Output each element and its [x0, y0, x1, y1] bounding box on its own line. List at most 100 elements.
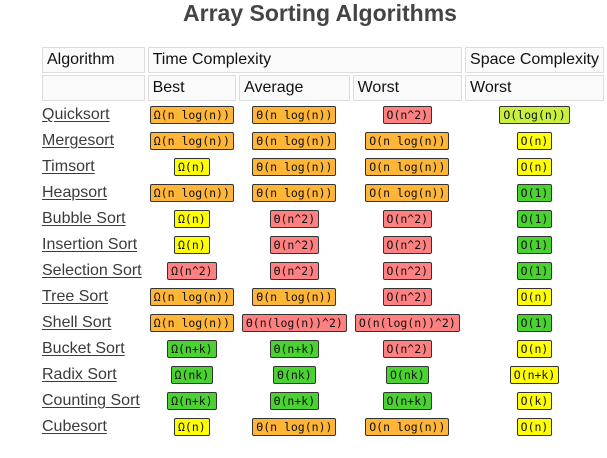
- table-row: Radix Sort Ω(nk) Θ(nk) O(nk) O(n+k): [42, 363, 604, 387]
- table-row: Shell Sort Ω(n log(n)) Θ(n(log(n))^2) O(n(l…: [42, 311, 604, 335]
- complexity-badge: O(1): [516, 236, 553, 254]
- worst-cell: O(n log(n)): [353, 181, 462, 205]
- table-row: Tree Sort Ω(n log(n)) Θ(n log(n)) O(n^2) O(n…: [42, 285, 604, 309]
- header-worst: Worst: [352, 75, 463, 101]
- complexity-badge: O(n^2): [382, 106, 433, 124]
- complexity-badge: O(n log(n)): [365, 132, 450, 150]
- worst-cell: O(n^2): [353, 207, 462, 231]
- algorithm-link[interactable]: Cubesort: [42, 418, 107, 435]
- table-row: Bubble Sort Ω(n) Θ(n^2) O(n^2) O(1): [42, 207, 604, 231]
- algorithm-link[interactable]: Heapsort: [42, 184, 107, 201]
- complexity-badge: Ω(n+k): [167, 392, 217, 410]
- algorithm-link[interactable]: Shell Sort: [42, 314, 112, 331]
- header-space-complexity: Space Complexity: [465, 47, 604, 73]
- best-cell: Ω(nk): [148, 363, 237, 387]
- complexity-badge: O(n log(n)): [365, 158, 450, 176]
- complexity-badge: O(n^2): [382, 210, 433, 228]
- space-worst-cell: O(n): [465, 415, 604, 439]
- header-blank: [42, 75, 145, 101]
- algorithm-link[interactable]: Bubble Sort: [42, 210, 126, 227]
- average-cell: Θ(n^2): [239, 207, 350, 231]
- algorithm-link[interactable]: Mergesort: [42, 132, 115, 149]
- complexity-badge: O(n^2): [382, 340, 433, 358]
- complexity-badge: Θ(n^2): [269, 236, 320, 254]
- average-cell: Θ(n+k): [239, 389, 350, 413]
- best-cell: Ω(n log(n)): [148, 103, 237, 127]
- complexity-badge: O(n^2): [382, 262, 433, 280]
- algorithm-link[interactable]: Bucket Sort: [42, 340, 125, 357]
- table-row: Heapsort Ω(n log(n)) Θ(n log(n)) O(n log(n)…: [42, 181, 604, 205]
- table-row: Mergesort Ω(n log(n)) Θ(n log(n)) O(n log(n…: [42, 129, 604, 153]
- complexity-badge: O(n log(n)): [365, 184, 450, 202]
- best-cell: Ω(n): [148, 415, 237, 439]
- complexity-badge: Θ(n^2): [269, 262, 320, 280]
- complexity-badge: Θ(n+k): [269, 392, 320, 410]
- complexity-badge: Θ(n log(n)): [252, 158, 337, 176]
- complexity-badge: Ω(n^2): [167, 262, 217, 280]
- complexity-table: Algorithm Time Complexity Space Complexi…: [39, 45, 607, 441]
- average-cell: Θ(n log(n)): [239, 285, 350, 309]
- complexity-badge: Θ(n log(n)): [252, 132, 337, 150]
- complexity-badge: Θ(nk): [273, 366, 316, 384]
- complexity-badge: Ω(n log(n)): [149, 314, 234, 332]
- header-row-group: Algorithm Time Complexity Space Complexi…: [42, 47, 604, 73]
- complexity-badge: Ω(n log(n)): [149, 288, 234, 306]
- best-cell: Ω(n+k): [148, 337, 237, 361]
- header-best: Best: [147, 75, 237, 101]
- table-row: Quicksort Ω(n log(n)) Θ(n log(n)) O(n^2) O(l…: [42, 103, 604, 127]
- space-worst-cell: O(1): [465, 233, 604, 257]
- average-cell: Θ(n log(n)): [239, 103, 350, 127]
- complexity-badge: O(n^2): [382, 288, 433, 306]
- header-space-worst: Worst: [465, 75, 604, 101]
- best-cell: Ω(n log(n)): [148, 129, 237, 153]
- header-average: Average: [239, 75, 350, 101]
- space-worst-cell: O(n): [465, 129, 604, 153]
- algorithm-link[interactable]: Insertion Sort: [42, 236, 138, 253]
- worst-cell: O(n log(n)): [353, 415, 462, 439]
- header-row-cases: Best Average Worst Worst: [42, 75, 604, 101]
- best-cell: Ω(n log(n)): [148, 285, 237, 309]
- complexity-badge: Ω(n): [173, 158, 210, 176]
- complexity-badge: Θ(n log(n)): [252, 288, 337, 306]
- worst-cell: O(n log(n)): [353, 129, 462, 153]
- algorithm-link[interactable]: Selection Sort: [42, 262, 142, 279]
- complexity-badge: O(1): [516, 262, 553, 280]
- complexity-badge: Ω(n): [173, 418, 210, 436]
- algorithm-link[interactable]: Timsort: [42, 158, 95, 175]
- worst-cell: O(n^2): [353, 285, 462, 309]
- complexity-badge: Θ(n^2): [269, 210, 320, 228]
- complexity-badge: O(n^2): [382, 236, 433, 254]
- space-worst-cell: O(k): [465, 389, 604, 413]
- worst-cell: O(n+k): [353, 389, 462, 413]
- complexity-badge: O(1): [516, 210, 553, 228]
- average-cell: Θ(n^2): [239, 259, 350, 283]
- space-worst-cell: O(n): [465, 285, 604, 309]
- table-row: Timsort Ω(n) Θ(n log(n)) O(n log(n)) O(n): [42, 155, 604, 179]
- average-cell: Θ(n log(n)): [239, 415, 350, 439]
- algorithm-link[interactable]: Tree Sort: [42, 288, 109, 305]
- average-cell: Θ(n log(n)): [239, 181, 350, 205]
- complexity-badge: Θ(n log(n)): [252, 106, 337, 124]
- header-algorithm: Algorithm: [42, 47, 145, 73]
- complexity-badge: O(n(log(n))^2): [354, 314, 460, 332]
- complexity-badge: Ω(n): [173, 210, 210, 228]
- average-cell: Θ(n log(n)): [239, 155, 350, 179]
- complexity-badge: O(n+k): [509, 366, 560, 384]
- average-cell: Θ(n^2): [239, 233, 350, 257]
- complexity-badge: O(n): [516, 340, 553, 358]
- space-worst-cell: O(1): [465, 181, 604, 205]
- algorithm-link[interactable]: Quicksort: [42, 106, 110, 123]
- worst-cell: O(n^2): [353, 233, 462, 257]
- table-row: Selection Sort Ω(n^2) Θ(n^2) O(n^2) O(1): [42, 259, 604, 283]
- complexity-badge: Ω(n): [173, 236, 210, 254]
- table-row: Insertion Sort Ω(n) Θ(n^2) O(n^2) O(1): [42, 233, 604, 257]
- algorithm-link[interactable]: Radix Sort: [42, 366, 117, 383]
- worst-cell: O(n^2): [353, 259, 462, 283]
- complexity-badge: O(log(n)): [499, 106, 570, 124]
- average-cell: Θ(nk): [239, 363, 350, 387]
- algorithm-link[interactable]: Counting Sort: [42, 392, 140, 409]
- complexity-badge: O(1): [516, 184, 553, 202]
- average-cell: Θ(n log(n)): [239, 129, 350, 153]
- complexity-badge: Θ(n(log(n))^2): [241, 314, 347, 332]
- complexity-badge: Ω(n log(n)): [149, 106, 234, 124]
